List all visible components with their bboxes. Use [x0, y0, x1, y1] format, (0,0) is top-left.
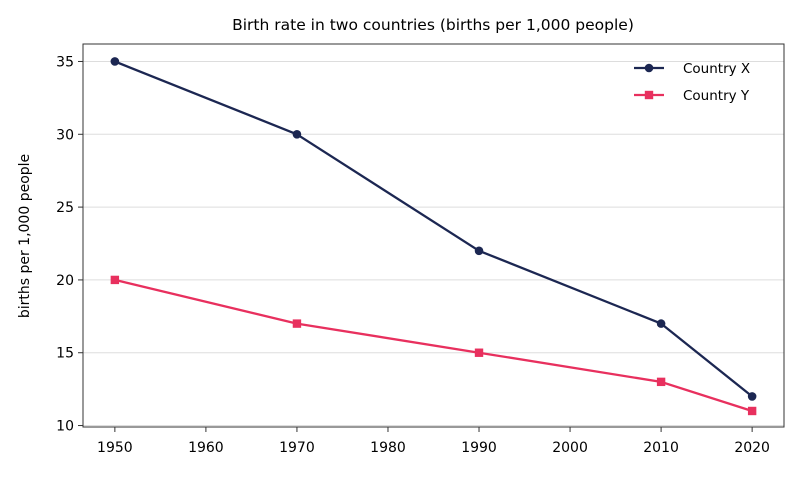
data-point-0-1: [292, 129, 302, 139]
y-tick-label-5: 35: [56, 54, 74, 70]
data-point-0-0: [110, 57, 120, 66]
y-tick-label-4: 30: [56, 127, 74, 143]
y-tick-label-0: 10: [56, 419, 74, 435]
x-axis: 1950 1960 1970 1980 1990 2000 2010 2020: [97, 427, 770, 456]
data-point-1-3: [656, 377, 666, 387]
legend-marker-0: [644, 63, 654, 73]
y-tick-label-3: 25: [56, 200, 74, 216]
x-tick-label-4: 1990: [461, 440, 497, 456]
data-point-0-3: [656, 319, 666, 328]
legend-label-1: Country Y: [683, 88, 750, 104]
x-tick-label-5: 2000: [552, 440, 588, 456]
legend: Country X Country Y: [634, 61, 750, 104]
gridlines: [83, 60, 784, 427]
data-point-1-1: [292, 319, 302, 328]
x-tick-label-3: 1980: [370, 440, 406, 456]
y-axis: 10 15 20 25 30 35: [56, 54, 83, 435]
x-tick-label-0: 1950: [97, 440, 133, 456]
x-tick-label-1: 1960: [188, 440, 224, 456]
y-tick-label-1: 15: [56, 346, 74, 362]
y-axis-label: births per 1,000 people: [17, 154, 33, 318]
plot-frame: [82, 43, 785, 428]
x-tick-label-7: 2020: [734, 440, 770, 456]
legend-label-0: Country X: [683, 61, 750, 77]
data-point-0-2: [474, 246, 484, 256]
series-layer: [110, 57, 757, 416]
data-point-0-4: [747, 392, 757, 401]
x-tick-label-2: 1970: [279, 440, 315, 456]
x-tick-label-6: 2010: [643, 440, 679, 456]
data-point-1-4: [747, 406, 757, 416]
chart-title: Birth rate in two countries (births per …: [232, 16, 634, 34]
series-line-1: [114, 278, 753, 413]
legend-marker-1: [644, 90, 654, 100]
y-tick-label-2: 20: [56, 273, 74, 289]
data-point-1-0: [110, 275, 120, 285]
data-point-1-2: [474, 348, 484, 357]
